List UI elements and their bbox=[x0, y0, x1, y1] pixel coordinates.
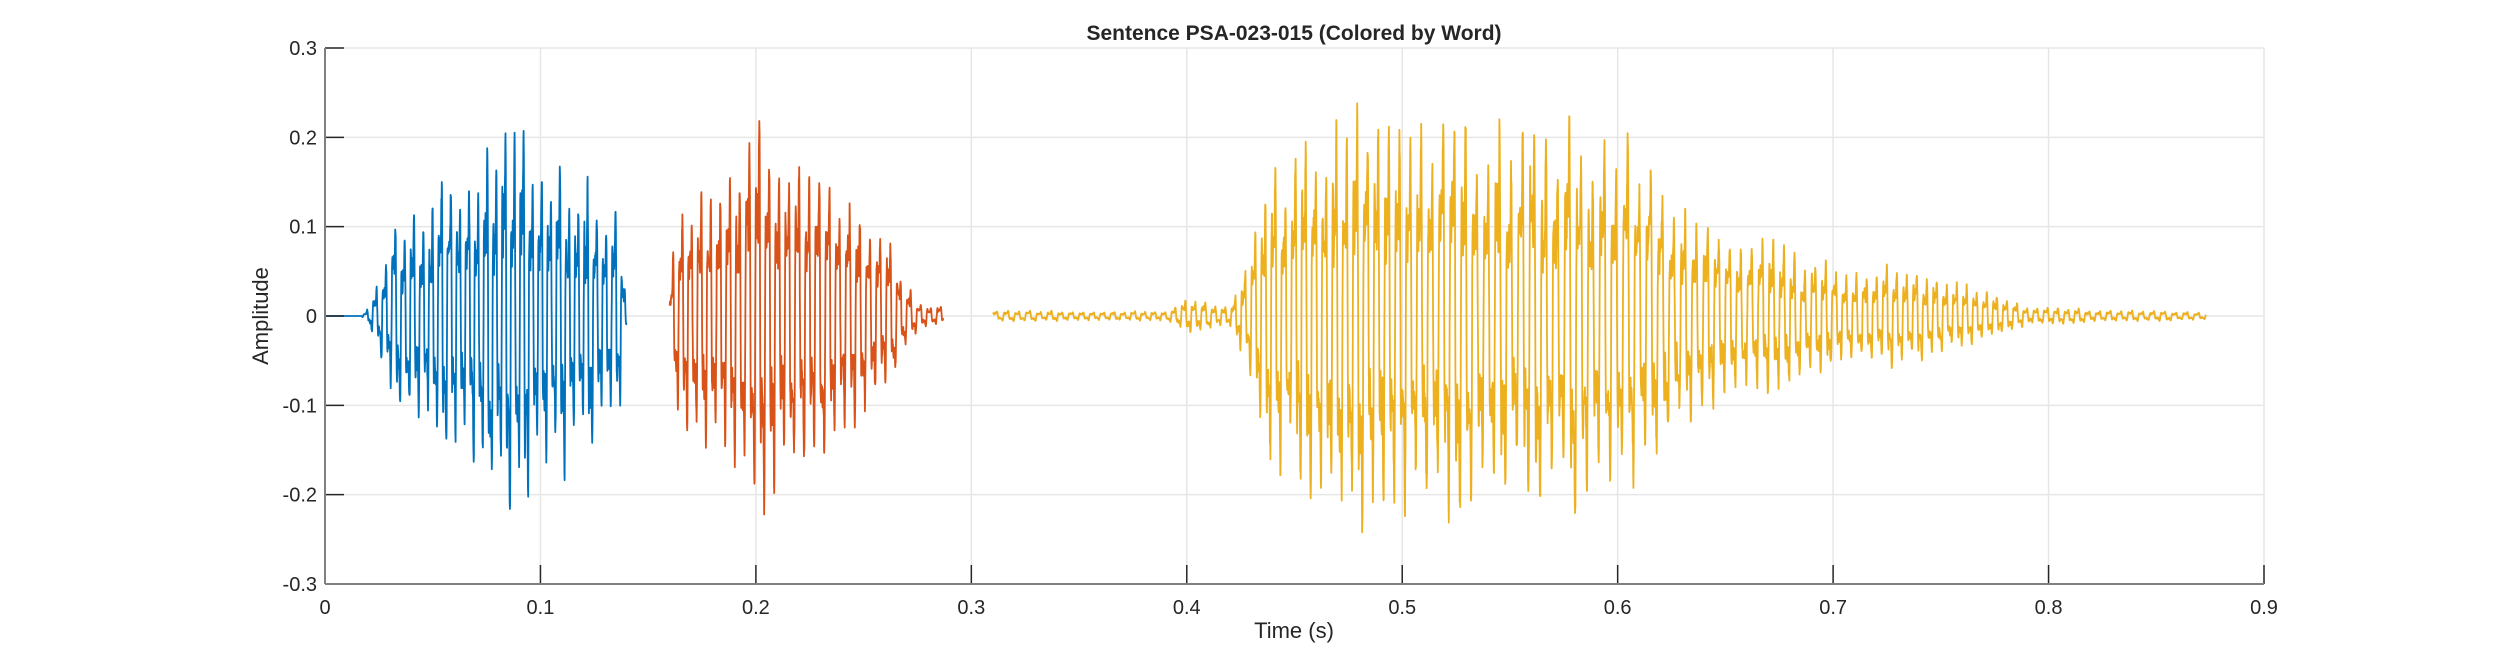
y-tick-label: 0.2 bbox=[289, 127, 317, 149]
x-tick-label: 0.7 bbox=[1819, 597, 1847, 619]
x-tick-label: 0.6 bbox=[1604, 597, 1632, 619]
y-tick-label: -0.2 bbox=[283, 485, 317, 507]
waveform-series bbox=[324, 102, 2207, 534]
x-tick-label: 0.3 bbox=[957, 597, 985, 619]
y-tick-label: -0.1 bbox=[283, 395, 317, 417]
x-tick-label: 0.8 bbox=[2035, 597, 2063, 619]
y-tick-label: 0.1 bbox=[289, 217, 317, 239]
chart-title: Sentence PSA-023-015 (Colored by Word) bbox=[1086, 22, 1501, 45]
x-tick-label: 0.4 bbox=[1173, 597, 1201, 619]
waveform-word-2 bbox=[668, 120, 945, 516]
y-axis-label: Amplitude bbox=[248, 267, 273, 365]
y-tick-label: -0.3 bbox=[283, 574, 317, 596]
y-tick-label: 0 bbox=[306, 306, 317, 328]
y-tick-label: 0.3 bbox=[289, 38, 317, 60]
x-tick-label: 0.2 bbox=[742, 597, 770, 619]
x-axis-label: Time (s) bbox=[1254, 618, 1334, 643]
x-tick-label: 0 bbox=[319, 597, 330, 619]
waveform-word-3 bbox=[992, 102, 2207, 534]
waveform-word-1 bbox=[324, 129, 628, 510]
x-tick-label: 0.9 bbox=[2250, 597, 2278, 619]
axes: 0 0.1 0.2 0.3 0.4 0.5 0.6 0.7 0.8 0.90.30.20.10-0… bbox=[283, 38, 2278, 619]
x-tick-label: 0.5 bbox=[1388, 597, 1416, 619]
x-tick-label: 0.1 bbox=[527, 597, 555, 619]
